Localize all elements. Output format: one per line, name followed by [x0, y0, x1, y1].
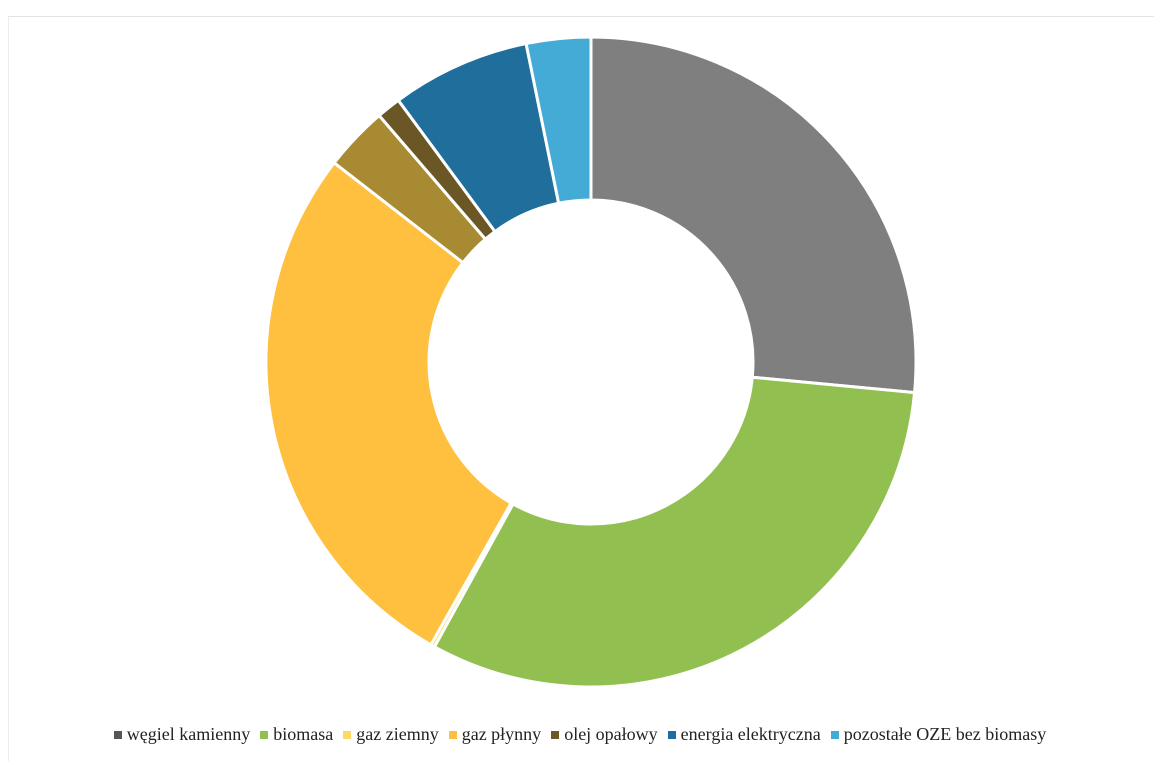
legend-item: gaz ziemny — [343, 724, 439, 745]
legend-label: węgiel kamienny — [126, 724, 251, 744]
legend-item: biomasa — [260, 724, 333, 745]
legend-label: gaz ziemny — [356, 724, 439, 744]
legend-swatch — [113, 730, 122, 739]
legend-label: energia elektryczna — [680, 724, 821, 744]
legend-item: olej opałowy — [551, 724, 658, 745]
donut-slice-1 — [589, 35, 918, 395]
legend-label: pozostałe OZE bez biomasy — [843, 724, 1047, 744]
legend-swatch — [343, 730, 352, 739]
legend-swatch — [667, 730, 676, 739]
legend-swatch — [551, 730, 560, 739]
legend-swatch — [260, 730, 269, 739]
legend-label: biomasa — [273, 724, 334, 744]
legend-swatch — [830, 730, 839, 739]
legend-label: gaz płynny — [461, 724, 542, 744]
chart-legend: węgiel kamienny biomasa gaz ziemny gaz płyn… — [0, 724, 1160, 745]
legend-item: energia elektryczna — [667, 724, 821, 745]
legend-item: pozostałe OZE bez biomasy — [830, 724, 1047, 745]
donut-slice-4 — [264, 160, 514, 647]
donut-slice-2 — [432, 375, 917, 689]
legend-item: węgiel kamienny — [113, 724, 251, 745]
chart-frame — [8, 16, 1154, 761]
legend-label: olej opałowy — [564, 724, 658, 744]
legend-item: gaz płynny — [448, 724, 542, 745]
donut-slice-8 — [524, 35, 593, 206]
legend-swatch — [448, 730, 457, 739]
